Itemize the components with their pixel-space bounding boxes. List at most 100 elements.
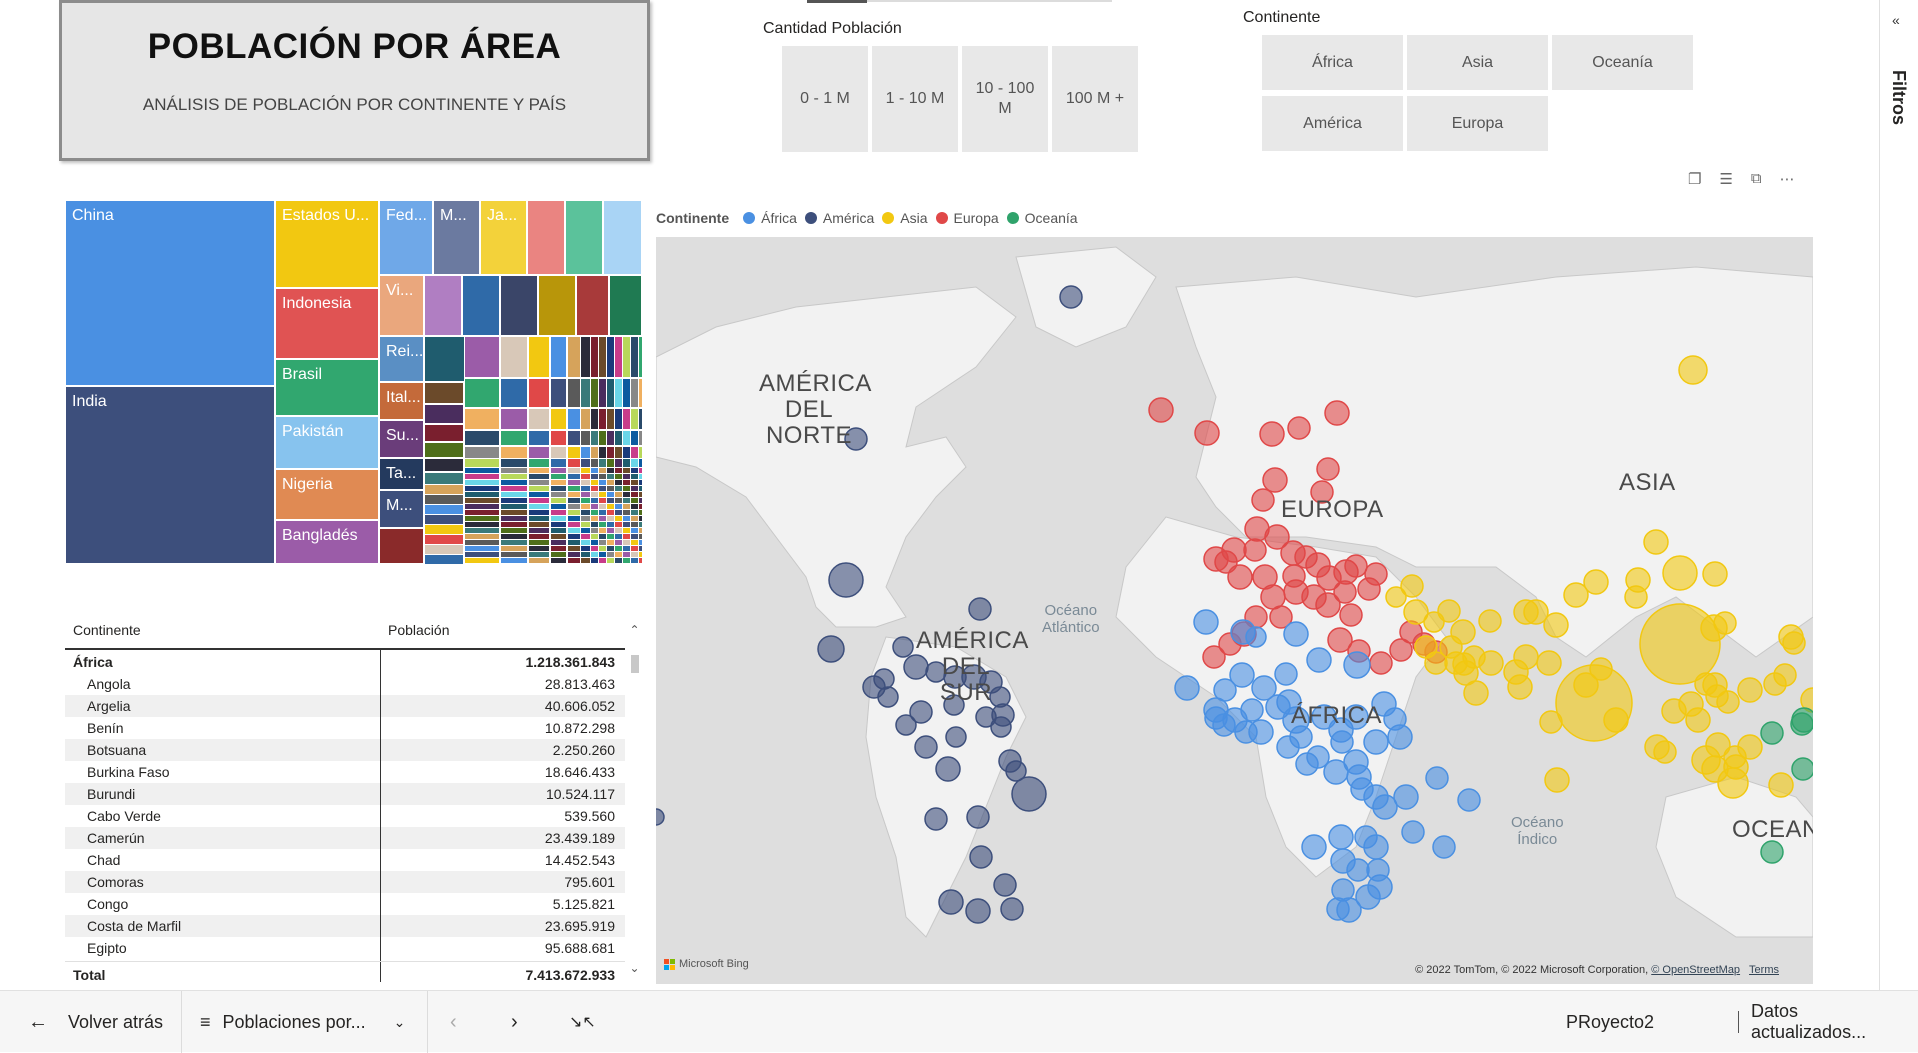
map-bubble[interactable] [1463, 680, 1489, 706]
map-bubble[interactable] [1573, 672, 1599, 698]
map-bubble[interactable] [1243, 538, 1267, 562]
map-bubble[interactable] [1790, 712, 1813, 736]
map-bubble[interactable] [1423, 611, 1445, 633]
more-options-icon[interactable]: ⋯ [1779, 171, 1795, 188]
treemap-tile-small[interactable] [500, 430, 528, 446]
map-bubble[interactable] [1513, 644, 1539, 670]
treemap-tile-small-9[interactable] [609, 275, 642, 336]
map-bubble[interactable] [1229, 662, 1255, 688]
filters-label[interactable]: Filtros [1889, 70, 1909, 126]
table-row[interactable]: Angola 28.813.463 [65, 673, 625, 695]
table-row[interactable]: Chad 14.452.543 [65, 849, 625, 871]
treemap-tile-ta[interactable]: Ta... [379, 458, 424, 490]
treemap-tile-china[interactable]: China [65, 200, 275, 386]
map-bubble[interactable] [1174, 675, 1200, 701]
terms-link[interactable]: Terms [1749, 964, 1779, 976]
population-table[interactable]: Continente Población África 1.218.361.84… [65, 613, 643, 985]
previous-page-icon[interactable]: ‹ [450, 1010, 457, 1033]
map-bubble[interactable] [1363, 729, 1389, 755]
map-bubble[interactable] [1643, 529, 1669, 555]
map-bubble[interactable] [1393, 784, 1419, 810]
map-bubble[interactable] [1264, 524, 1290, 550]
treemap-tile-small[interactable] [550, 408, 567, 430]
map-bubble[interactable] [1306, 745, 1330, 769]
map-bubble[interactable] [1327, 627, 1353, 653]
map-bubble[interactable] [1202, 645, 1226, 669]
map-bubble[interactable] [1212, 713, 1236, 737]
treemap-tile-small[interactable] [638, 336, 642, 378]
map-bubble[interactable] [1283, 621, 1309, 647]
map-bubble[interactable] [1700, 614, 1728, 642]
map-bubble[interactable] [1403, 599, 1429, 625]
map-bubble[interactable] [1782, 631, 1806, 655]
treemap-tile-small[interactable] [464, 336, 500, 378]
treemap-tile-small[interactable] [567, 563, 581, 564]
filter-icon[interactable]: ☰ [1719, 171, 1733, 188]
treemap-tile-brasil[interactable]: Brasil [275, 359, 379, 416]
map-bubble[interactable] [895, 714, 917, 736]
map-bubble[interactable] [1685, 707, 1711, 733]
map-bubble[interactable] [1624, 585, 1648, 609]
table-scrollbar[interactable]: ⌃ ⌄ [628, 623, 641, 975]
treemap-tile-bangladesh[interactable]: Bangladés [275, 520, 379, 564]
treemap-tile-small[interactable] [638, 408, 642, 430]
treemap-tile-small[interactable] [638, 563, 642, 564]
map-bubble[interactable] [1425, 766, 1449, 790]
map-bubble[interactable] [1213, 678, 1237, 702]
treemap-tile-small[interactable] [567, 408, 581, 430]
treemap-tile-small[interactable] [638, 378, 642, 408]
treemap-tile-small[interactable] [424, 424, 464, 442]
map-bubble[interactable] [1401, 820, 1425, 844]
map-bubble[interactable] [1603, 707, 1629, 733]
table-row[interactable]: Egipto 95.688.681 [65, 937, 625, 959]
map-bubble[interactable] [1539, 710, 1563, 734]
treemap-tile-small[interactable] [638, 430, 642, 446]
map-bubble[interactable] [1437, 599, 1461, 623]
map-bubble[interactable] [1800, 687, 1813, 713]
treemap-tile-small[interactable] [550, 557, 567, 564]
map-bubble[interactable] [1507, 674, 1533, 700]
population-treemap[interactable]: China India Estados U... Indonesia Brasi… [65, 200, 642, 564]
map-bubble[interactable] [1702, 672, 1728, 698]
map-bubble[interactable] [1194, 420, 1220, 446]
map-bubble[interactable] [1328, 824, 1354, 850]
map-bubble[interactable] [1245, 626, 1267, 648]
population-option-0-1m[interactable]: 0 - 1 M [782, 46, 868, 152]
map-bubble[interactable] [1262, 467, 1288, 493]
map-bubble[interactable] [1372, 794, 1398, 820]
treemap-tile-small[interactable] [424, 442, 464, 458]
treemap-tile-small[interactable] [500, 378, 528, 408]
focus-mode-icon[interactable]: ⧉ [1750, 170, 1762, 187]
treemap-tile-small[interactable] [550, 563, 567, 564]
map-bubble[interactable] [1478, 609, 1502, 633]
map-bubble[interactable] [1339, 603, 1363, 627]
map-bubble[interactable] [844, 427, 868, 451]
map-bubble[interactable] [1283, 579, 1309, 605]
map-bubble[interactable] [1653, 740, 1677, 764]
treemap-tile-small[interactable] [528, 430, 550, 446]
next-page-icon[interactable]: › [511, 1010, 518, 1033]
map-bubble[interactable] [1005, 760, 1027, 782]
table-row[interactable]: Cabo Verde 539.560 [65, 805, 625, 827]
map-bubble[interactable] [1148, 397, 1174, 423]
map-bubble[interactable] [1363, 834, 1389, 860]
treemap-tile-su[interactable]: Su... [379, 420, 424, 458]
map-bubble[interactable] [1763, 672, 1787, 696]
treemap-tile-small[interactable] [550, 378, 567, 408]
treemap-tile-small[interactable] [500, 557, 528, 564]
column-header-continent[interactable]: Continente [73, 622, 141, 638]
map-bubble[interactable] [1287, 416, 1311, 440]
map-bubble[interactable] [1536, 650, 1562, 676]
treemap-tile-small[interactable] [528, 408, 550, 430]
map-bubble[interactable] [1768, 772, 1794, 798]
map-bubble[interactable] [1717, 767, 1749, 799]
map-bubble[interactable] [1414, 635, 1438, 659]
table-row[interactable]: Costa de Marfil 23.695.919 [65, 915, 625, 937]
map-bubble[interactable] [1662, 555, 1698, 591]
map-bubble[interactable] [966, 805, 990, 829]
treemap-tile-small[interactable] [567, 378, 581, 408]
population-map[interactable]: AMÉRICA DEL NORTE AMÉRICA DEL SUR EUROPA… [656, 237, 1813, 984]
map-bubble[interactable] [1389, 638, 1413, 662]
map-bubble[interactable] [1737, 677, 1763, 703]
continent-option-oceania[interactable]: Oceanía [1552, 35, 1693, 90]
